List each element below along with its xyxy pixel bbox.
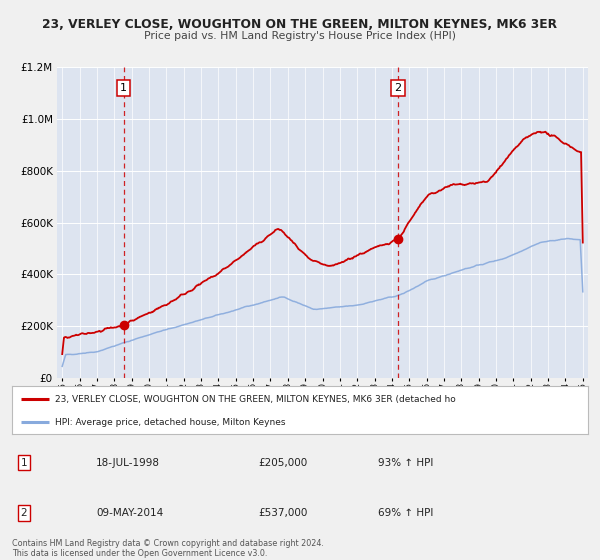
Text: 1: 1 <box>120 83 127 93</box>
Text: £205,000: £205,000 <box>258 458 307 468</box>
Text: £537,000: £537,000 <box>258 508 307 518</box>
Text: 23, VERLEY CLOSE, WOUGHTON ON THE GREEN, MILTON KEYNES, MK6 3ER (detached ho: 23, VERLEY CLOSE, WOUGHTON ON THE GREEN,… <box>55 395 456 404</box>
Text: 23, VERLEY CLOSE, WOUGHTON ON THE GREEN, MILTON KEYNES, MK6 3ER: 23, VERLEY CLOSE, WOUGHTON ON THE GREEN,… <box>43 18 557 31</box>
Text: 2: 2 <box>395 83 402 93</box>
Text: 69% ↑ HPI: 69% ↑ HPI <box>378 508 433 518</box>
Text: 09-MAY-2014: 09-MAY-2014 <box>96 508 163 518</box>
Text: Contains HM Land Registry data © Crown copyright and database right 2024.: Contains HM Land Registry data © Crown c… <box>12 539 324 548</box>
Text: 93% ↑ HPI: 93% ↑ HPI <box>378 458 433 468</box>
Text: 1: 1 <box>20 458 28 468</box>
Text: This data is licensed under the Open Government Licence v3.0.: This data is licensed under the Open Gov… <box>12 549 268 558</box>
Text: 2: 2 <box>20 508 28 518</box>
Text: Price paid vs. HM Land Registry's House Price Index (HPI): Price paid vs. HM Land Registry's House … <box>144 31 456 41</box>
Text: HPI: Average price, detached house, Milton Keynes: HPI: Average price, detached house, Milt… <box>55 418 286 427</box>
Text: 18-JUL-1998: 18-JUL-1998 <box>96 458 160 468</box>
